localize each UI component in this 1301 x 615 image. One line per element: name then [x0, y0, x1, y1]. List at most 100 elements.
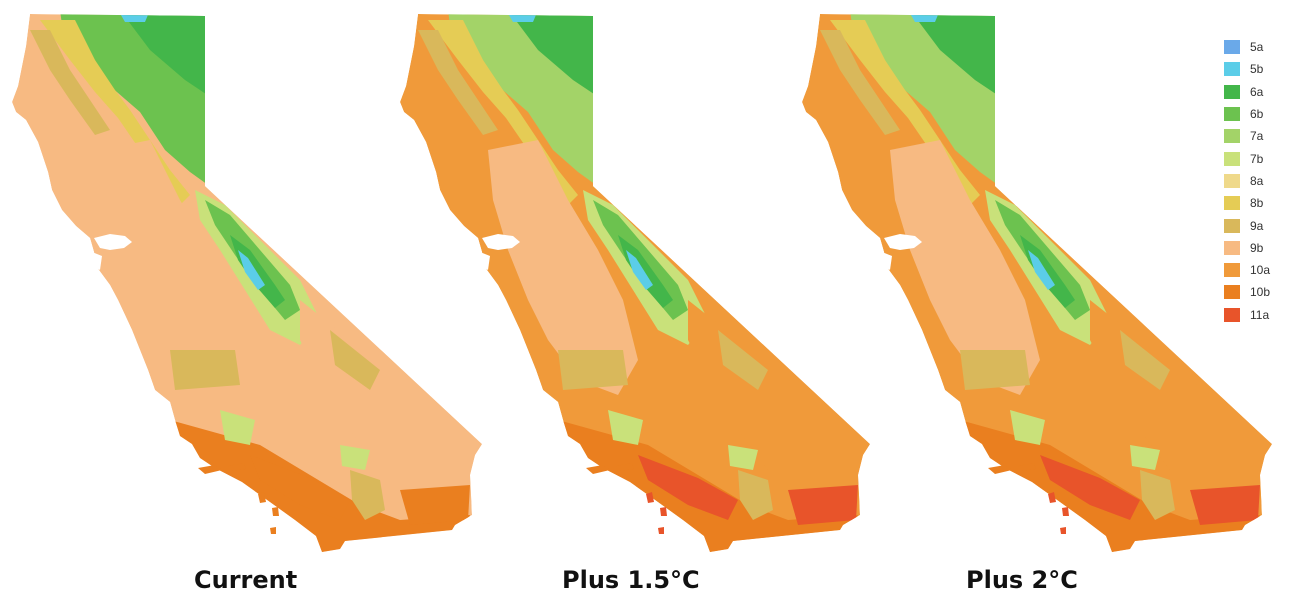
transverse-range-zone: [608, 410, 643, 445]
legend-swatch: [1224, 84, 1240, 99]
map-current: Current: [0, 0, 500, 615]
legend-label: 6b: [1250, 107, 1264, 122]
central-plateau-zone: [558, 350, 628, 390]
map-plus-2: Plus 2°C: [790, 0, 1290, 615]
legend-swatch: [1224, 263, 1240, 278]
legend-label: 6a: [1250, 84, 1264, 99]
peninsular-slope-zone: [350, 470, 385, 520]
legend-label: 10a: [1250, 263, 1271, 278]
channel-island: [660, 507, 667, 516]
legend-item: 8b: [1224, 192, 1294, 214]
central-plateau-zone: [960, 350, 1030, 390]
channel-island: [228, 463, 246, 471]
california-map-plus-1-5: [400, 14, 870, 552]
legend-swatch: [1224, 62, 1240, 77]
map-caption-plus-1-5: Plus 1.5°C: [562, 566, 700, 594]
central-valley-zone: [488, 140, 638, 395]
channel-island: [1062, 507, 1069, 516]
central-valley-zone: [890, 140, 1040, 395]
legend-item: 6b: [1224, 103, 1294, 125]
peninsular-slope-zone: [738, 470, 773, 520]
legend-swatch: [1224, 196, 1240, 211]
legend-label: 9b: [1250, 240, 1264, 255]
bay-inlet: [882, 252, 892, 270]
northern-peak-zone: [506, 14, 538, 22]
legend-swatch: [1224, 218, 1240, 233]
sierra-peak-zone: [1028, 250, 1055, 290]
coast-ridge-zone: [418, 30, 498, 135]
channel-island: [646, 492, 654, 503]
desert-range-zone: [718, 330, 768, 390]
legend-item: 9b: [1224, 237, 1294, 259]
legend-label: 8a: [1250, 173, 1264, 188]
hardiness-zone-legend: 5a 5b 6a 6b 7a 7b 8a 8b 9a 9b 10a 10b 11…: [1224, 36, 1294, 326]
peninsular-slope-zone: [1140, 470, 1175, 520]
zone-layers: [802, 14, 1272, 552]
desert-range-zone: [1120, 330, 1170, 390]
peninsular-range-zone: [340, 445, 370, 470]
legend-swatch: [1224, 307, 1240, 322]
legend-label: 5a: [1250, 40, 1264, 55]
legend-label: 11a: [1250, 307, 1270, 322]
legend-label: 5b: [1250, 62, 1264, 77]
legend-label: 8b: [1250, 196, 1264, 211]
channel-island: [1048, 492, 1056, 503]
legend-label: 7b: [1250, 151, 1264, 166]
legend-item: 7b: [1224, 147, 1294, 169]
legend-label: 9a: [1250, 218, 1264, 233]
northeast-cold-zone: [120, 14, 215, 100]
legend-swatch: [1224, 40, 1240, 55]
legend-item: 7a: [1224, 125, 1294, 147]
san-francisco-bay: [884, 234, 922, 250]
transverse-range-zone: [220, 410, 255, 445]
imperial-hot-zone: [400, 485, 470, 525]
sierra-high-zone: [230, 235, 285, 308]
channel-island: [658, 527, 664, 534]
legend-item: 9a: [1224, 214, 1294, 236]
peninsular-range-zone: [728, 445, 758, 470]
legend-swatch: [1224, 107, 1240, 122]
northern-peak-zone: [908, 14, 940, 22]
legend-swatch: [1224, 151, 1240, 166]
legend-swatch: [1224, 173, 1240, 188]
california-map-plus-2: [802, 14, 1272, 552]
channel-island: [616, 463, 634, 471]
bay-inlet: [92, 252, 102, 270]
san-francisco-bay: [94, 234, 132, 250]
imperial-hot-zone: [788, 485, 858, 525]
channel-island: [272, 507, 279, 516]
channel-island: [270, 527, 276, 534]
legend-item: 5b: [1224, 58, 1294, 80]
bay-inlet: [480, 252, 490, 270]
legend-item: 11a: [1224, 304, 1294, 326]
map-plus-1-5: Plus 1.5°C: [388, 0, 888, 615]
sierra-high-zone: [618, 235, 673, 308]
southern-hot-zone: [638, 455, 738, 520]
northeast-cold-zone: [910, 14, 1005, 100]
northern-peak-zone: [118, 14, 150, 22]
map-caption-current: Current: [194, 566, 298, 594]
sierra-peak-zone: [626, 250, 653, 290]
central-plateau-zone: [170, 350, 240, 390]
legend-item: 8a: [1224, 170, 1294, 192]
legend-label: 10b: [1250, 285, 1271, 300]
imperial-hot-zone: [1190, 485, 1260, 525]
coast-ridge-zone: [30, 30, 110, 135]
legend-swatch: [1224, 129, 1240, 144]
zone-layers: [12, 14, 482, 552]
desert-range-zone: [330, 330, 380, 390]
transverse-range-zone: [1010, 410, 1045, 445]
coast-ridge-zone: [820, 30, 900, 135]
legend-item: 10b: [1224, 281, 1294, 303]
california-map-current: [12, 14, 482, 552]
legend-item: 6a: [1224, 81, 1294, 103]
channel-island: [198, 465, 222, 474]
southern-hot-zone: [1040, 455, 1140, 520]
central-valley-zone: [100, 140, 250, 395]
channel-island: [1018, 463, 1036, 471]
zone-layers: [400, 14, 870, 552]
peninsular-range-zone: [1130, 445, 1160, 470]
san-francisco-bay: [482, 234, 520, 250]
map-caption-plus-2: Plus 2°C: [966, 566, 1078, 594]
northeast-cold-zone: [508, 14, 603, 100]
